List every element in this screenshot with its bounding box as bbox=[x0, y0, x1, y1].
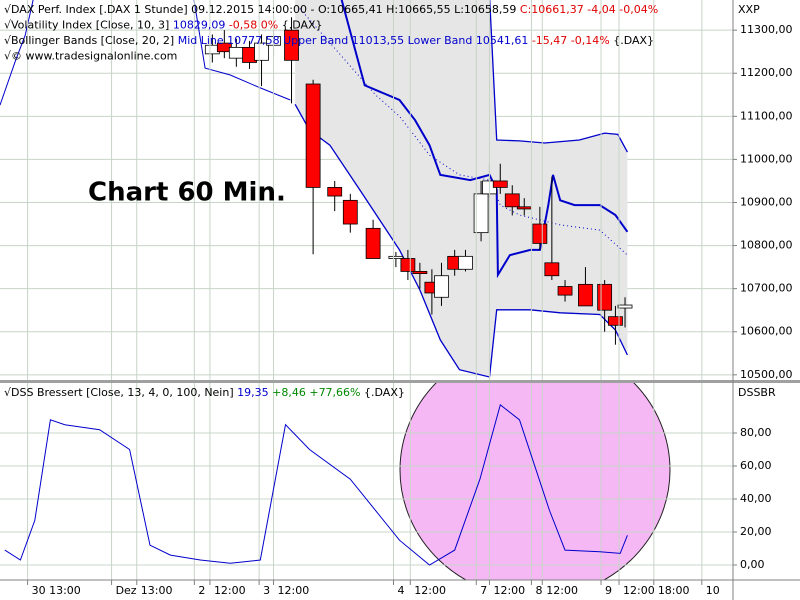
y-tick-label: 40,00 bbox=[740, 492, 772, 505]
candle-body bbox=[544, 262, 560, 277]
y-tick-label: 20,00 bbox=[740, 525, 772, 538]
x-tick-label: 12:00 bbox=[623, 584, 655, 597]
y-tick-label: 10700,00 bbox=[740, 282, 793, 295]
header-text: -0,58 0% bbox=[229, 19, 282, 32]
y-tick-label: 60,00 bbox=[740, 459, 772, 472]
header-text: +8,46 +77,66% bbox=[272, 386, 364, 399]
x-tick-label: 4 bbox=[397, 584, 404, 597]
candle-body bbox=[516, 206, 532, 210]
x-tick-label: 7 bbox=[480, 584, 487, 597]
x-tick-label: 12:00 bbox=[546, 584, 578, 597]
x-tick-label: 8 bbox=[535, 584, 542, 597]
y-tick-label: 11300,00 bbox=[740, 23, 793, 36]
header-line: √DAX Perf. Index [.DAX 1 Stunde] 09.12.2… bbox=[4, 3, 658, 16]
candle-body bbox=[608, 316, 623, 326]
price-panel bbox=[0, 0, 733, 380]
x-tick-label: 12:00 bbox=[278, 584, 310, 597]
candle-body bbox=[228, 46, 244, 59]
header-text: Bollinger Bands [Close, 20, 2] bbox=[11, 34, 178, 47]
candle-body bbox=[412, 271, 428, 274]
y-tick-label: 80,00 bbox=[740, 426, 772, 439]
header-text: {.DAX} bbox=[282, 19, 323, 32]
candle-body bbox=[284, 29, 299, 61]
x-tick-label: 12:00 bbox=[493, 584, 525, 597]
header-text: 19,35 bbox=[237, 386, 272, 399]
x-tick-label: 3 bbox=[263, 584, 270, 597]
axes: 10500,00 10600,00 10700,00 10800,00 10900,00… bbox=[27, 23, 793, 597]
candle-body bbox=[365, 227, 381, 259]
y-tick-label: 11100,00 bbox=[740, 109, 793, 122]
annotation: Chart 60 Min. bbox=[88, 178, 286, 208]
candle-body bbox=[578, 283, 593, 307]
line bbox=[4, 404, 628, 566]
highlight bbox=[399, 383, 671, 580]
candle-body bbox=[557, 286, 573, 296]
x-tick-label: 12:00 bbox=[214, 584, 246, 597]
y-tick-label: 10900,00 bbox=[740, 195, 793, 208]
x-tick-label: 2 bbox=[198, 584, 205, 597]
candle-body bbox=[327, 187, 343, 197]
candle-body bbox=[388, 255, 404, 259]
header-text: Mid Line 10777,58 Upper Band 11013,55 Lo… bbox=[178, 34, 532, 47]
y-tick-label: 11200,00 bbox=[740, 66, 793, 79]
y-tick-label: 0,00 bbox=[740, 558, 765, 571]
y-tick-label: 10500,00 bbox=[740, 368, 793, 381]
header-text: -15,47 -0,14% bbox=[532, 34, 613, 47]
x-tick-label: Dez bbox=[116, 584, 137, 597]
overlay-line bbox=[0, 0, 291, 106]
header-text: {.DAX} bbox=[364, 386, 405, 399]
panel-separator bbox=[0, 380, 800, 383]
header-text: © www.tradesignalonline.com bbox=[11, 50, 177, 63]
header-text: Volatility Index [Close, 10, 3] bbox=[11, 19, 173, 32]
candle-body bbox=[254, 42, 269, 61]
overlay-line bbox=[340, 0, 629, 279]
candle-body bbox=[458, 255, 473, 270]
indicator-panel bbox=[0, 383, 733, 580]
header-line: √Volatility Index [Close, 10, 3] 10829,0… bbox=[4, 19, 323, 32]
candle-body bbox=[532, 223, 548, 244]
candle-body bbox=[597, 283, 613, 311]
header-text: {.DAX} bbox=[613, 34, 654, 47]
axis-label: DSSBR bbox=[738, 386, 776, 399]
y-tick-label: 11000,00 bbox=[740, 152, 793, 165]
header-text: C:10661,37 -4,04 -0,04% bbox=[520, 3, 658, 16]
candle-body bbox=[434, 275, 449, 298]
y-tick-label: 10800,00 bbox=[740, 239, 793, 252]
candle-body bbox=[305, 83, 321, 188]
x-tick-label: 12:00 bbox=[414, 584, 446, 597]
candle-body bbox=[617, 304, 633, 309]
x-tick-label: 18:00 bbox=[658, 584, 690, 597]
band-fill bbox=[295, 0, 628, 377]
header-line: √Bollinger Bands [Close, 20, 2] Mid Line… bbox=[4, 34, 654, 47]
axis-label: XXP bbox=[738, 3, 760, 16]
x-tick-label: 10 bbox=[706, 584, 720, 597]
candle-body bbox=[504, 193, 520, 208]
header-line: √© www.tradesignalonline.com bbox=[4, 50, 177, 63]
band-line bbox=[294, 103, 628, 378]
candle-body bbox=[342, 199, 358, 225]
header-line: √DSS Bressert [Close, 13, 4, 0, 100, Nei… bbox=[4, 386, 405, 399]
x-tick-label: 30 13:00 bbox=[32, 584, 81, 597]
x-tick-label: 9 bbox=[605, 584, 612, 597]
header-text: DAX Perf. Index [.DAX 1 Stunde] 09.12.20… bbox=[11, 3, 520, 16]
header-text: DSS Bressert [Close, 13, 4, 0, 100, Nein… bbox=[11, 386, 237, 399]
candle-body bbox=[492, 180, 508, 188]
band-line bbox=[489, 0, 628, 153]
y-tick-label: 10600,00 bbox=[740, 325, 793, 338]
candle-body bbox=[400, 258, 416, 272]
x-tick-label: 13:00 bbox=[141, 584, 173, 597]
candle-body bbox=[473, 193, 489, 234]
header-text: 10829,09 bbox=[173, 19, 229, 32]
